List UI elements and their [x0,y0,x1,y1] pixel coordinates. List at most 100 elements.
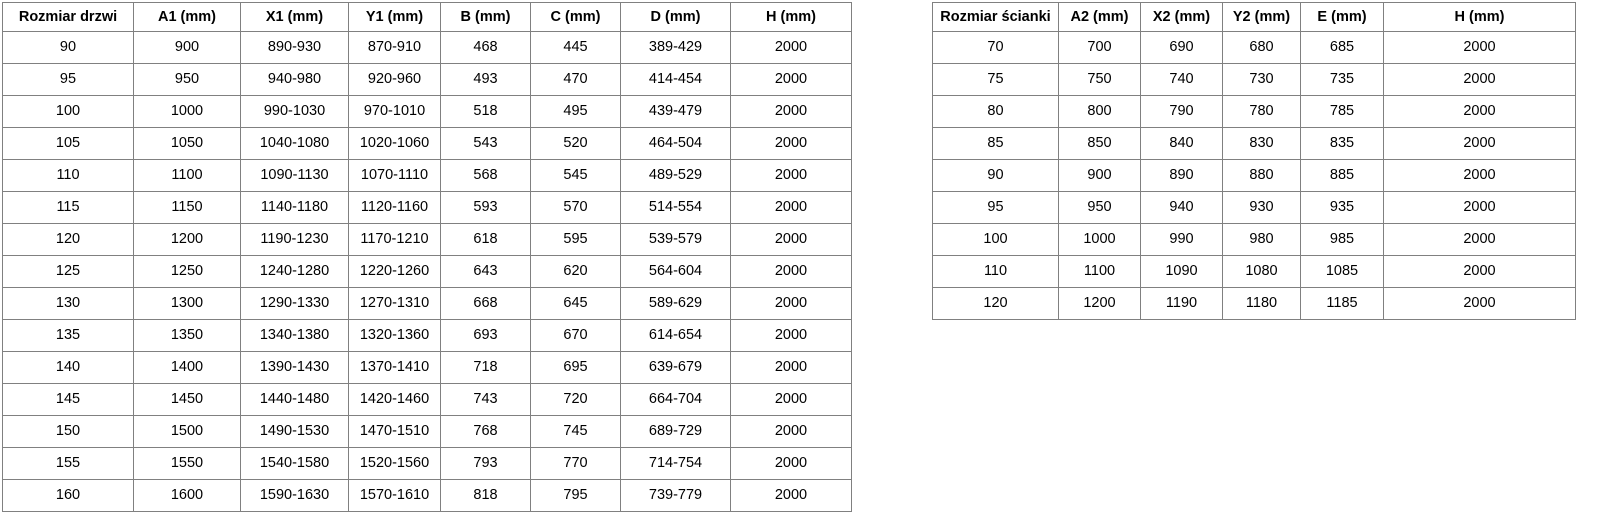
table-cell: 110 [2,159,134,192]
table-row: 95 950 940-980 920-960 493 470 414-454 2000 [2,63,852,96]
table-cell: 2000 [1383,255,1576,288]
table-cell: 695 [530,351,621,384]
table-cell: 589-629 [620,287,731,320]
table-row: 100 1000 990-1030 970-1010 518 495 439-479 2000 [2,95,852,128]
table-cell: 1090 [1140,255,1223,288]
table-cell: 1400 [133,351,241,384]
table-cell: 2000 [730,383,852,416]
table-header-row: Rozmiar drzwi A1 (mm) X1 (mm) Y1 (mm) B (mm)… [2,2,852,32]
table-row: 80 800 790 780 785 2000 [932,95,1576,128]
table-row: 105 1050 1040-1080 1020-1060 543 520 464-504 20… [2,127,852,160]
table-cell: 614-654 [620,319,731,352]
table-cell: 785 [1300,95,1384,128]
table-cell: 700 [1058,31,1141,64]
table-cell: 518 [440,95,531,128]
table-cell: 1050 [133,127,241,160]
table-cell: 468 [440,31,531,64]
table-cell: 414-454 [620,63,731,96]
table-cell: 115 [2,191,134,224]
door-table-body: 90 900 890-930 870-910 468 445 389-429 2000 95 95… [2,31,852,512]
table-cell: 730 [1222,63,1301,96]
door-size-table: Rozmiar drzwi A1 (mm) X1 (mm) Y1 (mm) B (mm)… [2,2,852,512]
table-row: 155 1550 1540-1580 1520-1560 793 770 714-754 20… [2,447,852,480]
table-cell: 670 [530,319,621,352]
table-cell: 539-579 [620,223,731,256]
table-cell: 125 [2,255,134,288]
table-cell: 90 [2,31,134,64]
wall-table-header: Rozmiar ścianki A2 (mm) X2 (mm) Y2 (mm) E (m… [932,2,1576,32]
table-cell: 1390-1430 [240,351,349,384]
table-cell: 795 [530,479,621,512]
table-cell: 2000 [730,127,852,160]
table-cell: 70 [932,31,1059,64]
column-header: Rozmiar drzwi [2,2,134,32]
table-row: 120 1200 1190 1180 1185 2000 [932,287,1576,320]
table-cell: 1200 [1058,287,1141,320]
table-cell: 1140-1180 [240,191,349,224]
table-cell: 90 [932,159,1059,192]
table-cell: 745 [530,415,621,448]
table-cell: 2000 [730,63,852,96]
table-cell: 689-729 [620,415,731,448]
table-cell: 1600 [133,479,241,512]
column-header: H (mm) [730,2,852,32]
table-cell: 1490-1530 [240,415,349,448]
table-cell: 1590-1630 [240,479,349,512]
door-table-header: Rozmiar drzwi A1 (mm) X1 (mm) Y1 (mm) B (mm)… [2,2,852,32]
table-cell: 718 [440,351,531,384]
table-cell: 900 [1058,159,1141,192]
table-cell: 743 [440,383,531,416]
table-cell: 1420-1460 [348,383,441,416]
table-cell: 95 [932,191,1059,224]
table-cell: 1170-1210 [348,223,441,256]
table-cell: 1470-1510 [348,415,441,448]
table-row: 135 1350 1340-1380 1320-1360 693 670 614-654 20… [2,319,852,352]
table-cell: 618 [440,223,531,256]
table-cell: 2000 [730,191,852,224]
table-cell: 130 [2,287,134,320]
table-cell: 664-704 [620,383,731,416]
table-cell: 714-754 [620,447,731,480]
table-cell: 100 [2,95,134,128]
table-cell: 85 [932,127,1059,160]
table-cell: 1570-1610 [348,479,441,512]
table-cell: 935 [1300,191,1384,224]
table-cell: 545 [530,159,621,192]
column-header: Y1 (mm) [348,2,441,32]
table-row: 95 950 940 930 935 2000 [932,191,1576,224]
table-row: 120 1200 1190-1230 1170-1210 618 595 539-579 20… [2,223,852,256]
table-cell: 1120-1160 [348,191,441,224]
table-cell: 950 [1058,191,1141,224]
table-cell: 95 [2,63,134,96]
table-cell: 1200 [133,223,241,256]
table-cell: 110 [932,255,1059,288]
table-cell: 2000 [730,287,852,320]
table-cell: 880 [1222,159,1301,192]
column-header: C (mm) [530,2,621,32]
column-header: X1 (mm) [240,2,349,32]
table-cell: 120 [2,223,134,256]
table-cell: 470 [530,63,621,96]
table-cell: 2000 [1383,95,1576,128]
table-cell: 1190-1230 [240,223,349,256]
table-cell: 793 [440,447,531,480]
table-cell: 1240-1280 [240,255,349,288]
table-cell: 1290-1330 [240,287,349,320]
table-cell: 514-554 [620,191,731,224]
table-cell: 835 [1300,127,1384,160]
table-row: 145 1450 1440-1480 1420-1460 743 720 664-704 20… [2,383,852,416]
table-cell: 740 [1140,63,1223,96]
table-header-row: Rozmiar ścianki A2 (mm) X2 (mm) Y2 (mm) E (m… [932,2,1576,32]
table-cell: 693 [440,319,531,352]
table-row: 70 700 690 680 685 2000 [932,31,1576,64]
table-row: 115 1150 1140-1180 1120-1160 593 570 514-554 20… [2,191,852,224]
table-cell: 1370-1410 [348,351,441,384]
table-cell: 1000 [1058,223,1141,256]
table-cell: 1450 [133,383,241,416]
table-cell: 735 [1300,63,1384,96]
table-cell: 980 [1222,223,1301,256]
table-cell: 2000 [1383,287,1576,320]
table-cell: 489-529 [620,159,731,192]
table-cell: 1340-1380 [240,319,349,352]
table-cell: 495 [530,95,621,128]
